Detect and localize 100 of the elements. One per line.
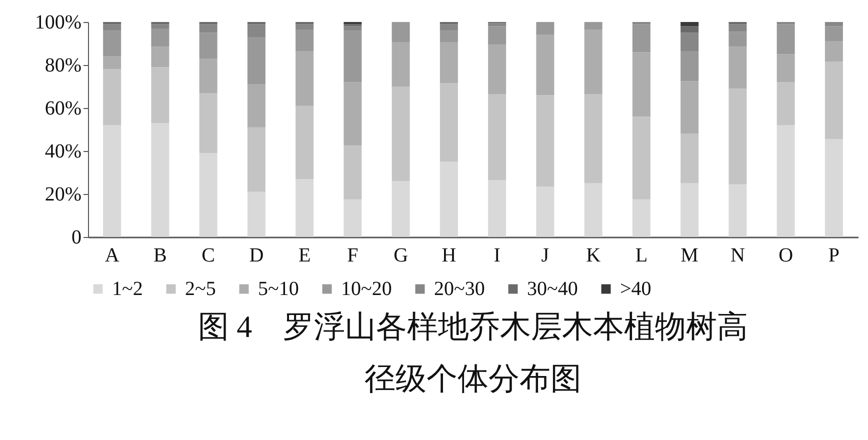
bar xyxy=(247,37,266,84)
legend-label: 5~10 xyxy=(258,278,299,300)
bar xyxy=(247,24,266,38)
x-tick-label: D xyxy=(249,244,264,266)
bar xyxy=(680,51,699,82)
x-tick-label: E xyxy=(298,244,311,266)
bar xyxy=(488,94,506,180)
bar xyxy=(296,106,314,179)
legend-label: 1~2 xyxy=(112,278,143,300)
bar xyxy=(776,24,795,54)
bar xyxy=(392,181,410,237)
x-tick-label: C xyxy=(202,244,215,266)
bar xyxy=(199,153,218,237)
bar xyxy=(103,56,122,70)
bar xyxy=(632,52,650,117)
legend-label: >40 xyxy=(620,278,652,300)
bar xyxy=(199,32,218,59)
x-tick-label: A xyxy=(104,244,120,266)
bar xyxy=(632,24,650,52)
bar xyxy=(728,88,747,184)
bar xyxy=(440,42,458,84)
bar xyxy=(584,94,602,184)
bar xyxy=(824,62,843,140)
bar xyxy=(440,24,458,31)
legend-label: 30~40 xyxy=(527,278,578,300)
bar xyxy=(488,26,506,45)
bar xyxy=(488,180,506,237)
bar xyxy=(776,54,795,82)
x-tick-label: B xyxy=(154,244,167,266)
bar xyxy=(151,123,170,237)
x-tick-label: J xyxy=(541,244,550,266)
x-tick-label: I xyxy=(494,244,500,266)
bar xyxy=(392,42,410,86)
x-tick-label: G xyxy=(394,244,408,266)
bar xyxy=(536,34,554,96)
bar xyxy=(776,82,795,126)
bar xyxy=(344,82,362,146)
bar xyxy=(151,67,170,124)
bar xyxy=(199,92,218,154)
bar xyxy=(344,30,362,82)
bar xyxy=(247,84,266,128)
legend-label: 10~20 xyxy=(341,278,392,300)
bar xyxy=(440,30,458,42)
bar xyxy=(632,116,650,200)
bar xyxy=(728,46,747,89)
bar xyxy=(728,32,747,47)
bar xyxy=(728,24,747,32)
x-tick-label: K xyxy=(586,244,602,266)
bar xyxy=(151,46,170,68)
bar xyxy=(824,41,843,62)
bar xyxy=(584,22,602,30)
bar xyxy=(536,186,554,237)
x-tick-label: N xyxy=(730,244,745,266)
x-tick-label: M xyxy=(680,244,699,266)
bar xyxy=(344,26,362,31)
bar xyxy=(488,44,506,94)
y-tick-label: 0 xyxy=(72,226,82,248)
x-tick-label: O xyxy=(778,244,794,266)
bar xyxy=(488,23,506,26)
bar xyxy=(392,22,410,42)
bar xyxy=(584,30,602,94)
y-tick-label: 100% xyxy=(34,12,82,34)
x-tick-label: L xyxy=(635,244,648,266)
bar xyxy=(680,183,699,237)
bar xyxy=(824,26,843,42)
bar xyxy=(824,139,843,237)
bar xyxy=(103,30,122,56)
bar xyxy=(151,28,170,47)
bar xyxy=(247,127,266,192)
x-tick-label: F xyxy=(347,244,358,266)
bar xyxy=(103,69,122,126)
bar xyxy=(247,192,266,237)
bar xyxy=(296,30,314,52)
bar xyxy=(103,24,122,31)
bar xyxy=(776,125,795,237)
bar xyxy=(392,86,410,182)
bar xyxy=(680,81,699,134)
bar xyxy=(680,32,699,52)
bar xyxy=(296,24,314,30)
bar xyxy=(296,178,314,237)
bar xyxy=(536,95,554,186)
y-tick-label: 60% xyxy=(44,98,82,120)
y-tick-label: 20% xyxy=(44,184,82,206)
bar xyxy=(824,22,843,26)
legend-label: 20~30 xyxy=(434,278,485,300)
bar xyxy=(151,24,170,28)
bar xyxy=(680,22,699,26)
bar xyxy=(296,51,314,106)
bar xyxy=(584,183,602,237)
bar xyxy=(199,58,218,93)
bar xyxy=(199,24,218,33)
bar xyxy=(440,162,458,237)
bar xyxy=(103,125,122,237)
bar xyxy=(632,199,650,237)
x-tick-label: P xyxy=(828,244,840,266)
bar xyxy=(728,184,747,237)
bar xyxy=(440,83,458,162)
bar xyxy=(344,199,362,237)
y-tick-label: 80% xyxy=(44,54,82,76)
x-tick-label: H xyxy=(442,244,456,266)
